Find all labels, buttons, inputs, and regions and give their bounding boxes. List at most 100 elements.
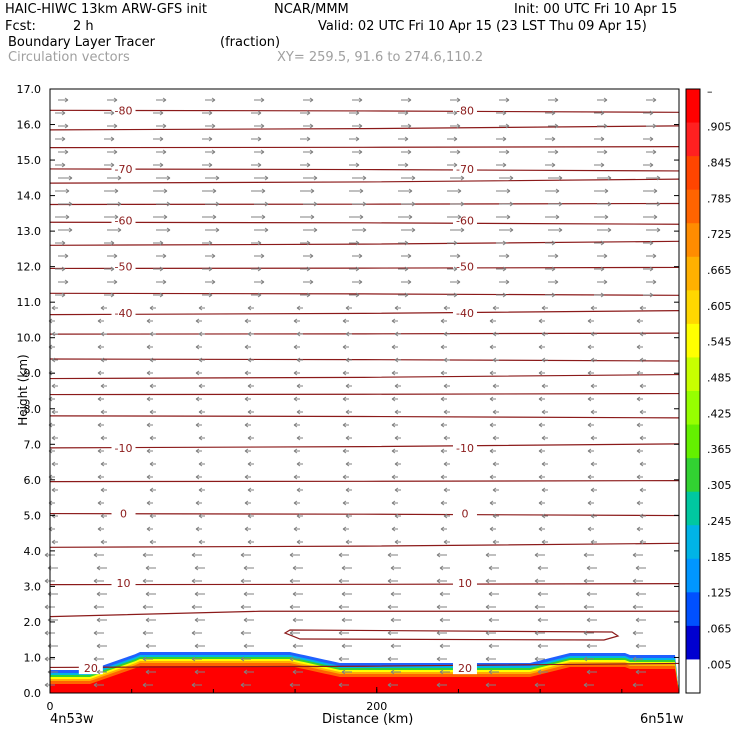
- vector-arrowhead: [313, 227, 318, 233]
- vector-arrowhead: [541, 513, 546, 519]
- vector-arrowhead: [502, 162, 507, 168]
- vector-arrowhead: [198, 513, 203, 519]
- vector-arrowhead: [100, 383, 105, 389]
- vector-arrowhead: [387, 630, 392, 636]
- vector-arrowhead: [541, 435, 546, 441]
- vector-arrowhead: [247, 513, 252, 519]
- vector-arrowhead: [443, 305, 448, 311]
- contour-label-bg: [111, 162, 136, 175]
- vector-arrowhead: [456, 123, 461, 129]
- vector-arrowhead: [191, 578, 196, 584]
- colorbar-label-14: .125: [707, 587, 732, 600]
- vector-arrowhead: [492, 305, 497, 311]
- vector-arrowhead: [390, 591, 395, 597]
- vector-arrowhead: [194, 565, 199, 571]
- vector-arrowhead: [460, 175, 465, 181]
- contour-label-bg: [111, 441, 136, 454]
- vector-arrowhead: [489, 448, 494, 454]
- vector-arrowhead: [264, 227, 269, 233]
- vector-arrowhead: [391, 526, 396, 532]
- vector-arrowhead: [163, 188, 168, 194]
- vector-arrowhead: [394, 435, 399, 441]
- vector-arrowhead: [492, 461, 497, 467]
- vector-arrowhead: [440, 474, 445, 480]
- vector-arrowhead: [488, 669, 493, 675]
- vector-arrowhead: [149, 435, 154, 441]
- vector-arrowhead: [558, 227, 563, 233]
- vector-arrowhead: [240, 552, 245, 558]
- vector-arrowhead: [162, 253, 167, 259]
- vector-arrowhead: [345, 383, 350, 389]
- vector-arrowhead: [293, 474, 298, 480]
- vector-arrowhead: [635, 643, 640, 649]
- vector-arrowhead: [394, 487, 399, 493]
- contour-label-bg: [452, 441, 477, 454]
- vector-arrowhead: [296, 383, 301, 389]
- vector-arrowhead: [355, 240, 360, 246]
- vector-arrowhead: [146, 422, 151, 428]
- y-tick-label-8.0: 8.0: [24, 403, 42, 416]
- vector-arrowhead: [534, 604, 539, 610]
- vector-arrowhead: [61, 266, 66, 272]
- vector-arrowhead: [554, 123, 559, 129]
- vector-arrowhead: [492, 331, 497, 337]
- vector-arrowhead: [407, 97, 412, 103]
- vector-arrowhead: [607, 175, 612, 181]
- vector-arrowhead: [362, 227, 367, 233]
- vector-arrowhead: [554, 149, 559, 155]
- vector-arrowhead: [407, 123, 412, 129]
- vector-arrowhead: [355, 110, 360, 116]
- vector-arrowhead: [440, 448, 445, 454]
- vector-arrowhead: [61, 292, 66, 298]
- vector-arrowhead: [244, 396, 249, 402]
- vector-arrowhead: [97, 318, 102, 324]
- vector-arrowhead: [110, 292, 115, 298]
- vector-arrowhead: [93, 578, 98, 584]
- y-tick-label-5.0: 5.0: [24, 509, 42, 522]
- vector-arrowhead: [534, 656, 539, 662]
- temperature-contour-7: [49, 415, 680, 419]
- vector-arrowhead: [649, 240, 654, 246]
- vector-arrowhead: [149, 357, 154, 363]
- vector-arrowhead: [163, 214, 168, 220]
- vector-arrowhead: [632, 630, 637, 636]
- vector-arrowhead: [639, 435, 644, 441]
- vector-arrowhead: [309, 123, 314, 129]
- vector-arrowhead: [590, 435, 595, 441]
- temperature-contour-9: [49, 373, 680, 380]
- vector-arrowhead: [362, 175, 367, 181]
- vector-arrowhead: [61, 162, 66, 168]
- vector-arrowhead: [583, 604, 588, 610]
- vector-arrowhead: [345, 513, 350, 519]
- vector-arrowhead: [590, 383, 595, 389]
- vector-arrowhead: [440, 318, 445, 324]
- vector-arrowhead: [590, 409, 595, 415]
- vector-arrowhead: [538, 448, 543, 454]
- vector-arrowhead: [443, 409, 448, 415]
- vector-arrowhead: [355, 136, 360, 142]
- colorbar-label-1: .905: [707, 121, 732, 134]
- temperature-contour-11: [49, 332, 680, 335]
- vector-arrowhead: [583, 630, 588, 636]
- vector-arrowhead: [44, 682, 49, 688]
- vector-arrowhead: [538, 370, 543, 376]
- vector-arrowhead: [198, 435, 203, 441]
- vector-arrowhead: [600, 292, 605, 298]
- temperature-contour-14: [49, 266, 680, 270]
- vector-arrowhead: [590, 331, 595, 337]
- vector-arrowhead: [247, 331, 252, 337]
- vector-arrowhead: [488, 565, 493, 571]
- vector-arrowhead: [587, 448, 592, 454]
- vector-arrowhead: [489, 526, 494, 532]
- vector-arrowhead: [296, 305, 301, 311]
- vector-arrowhead: [453, 136, 458, 142]
- vector-arrowhead: [411, 201, 416, 207]
- vector-arrowhead: [243, 669, 248, 675]
- vector-arrowhead: [293, 500, 298, 506]
- vector-arrowhead: [208, 162, 213, 168]
- y-tick-label-10.0: 10.0: [17, 332, 42, 345]
- vector-arrowhead: [293, 370, 298, 376]
- vector-arrowhead: [456, 279, 461, 285]
- vector-arrowhead: [509, 227, 514, 233]
- contour-label-bg: [452, 662, 477, 675]
